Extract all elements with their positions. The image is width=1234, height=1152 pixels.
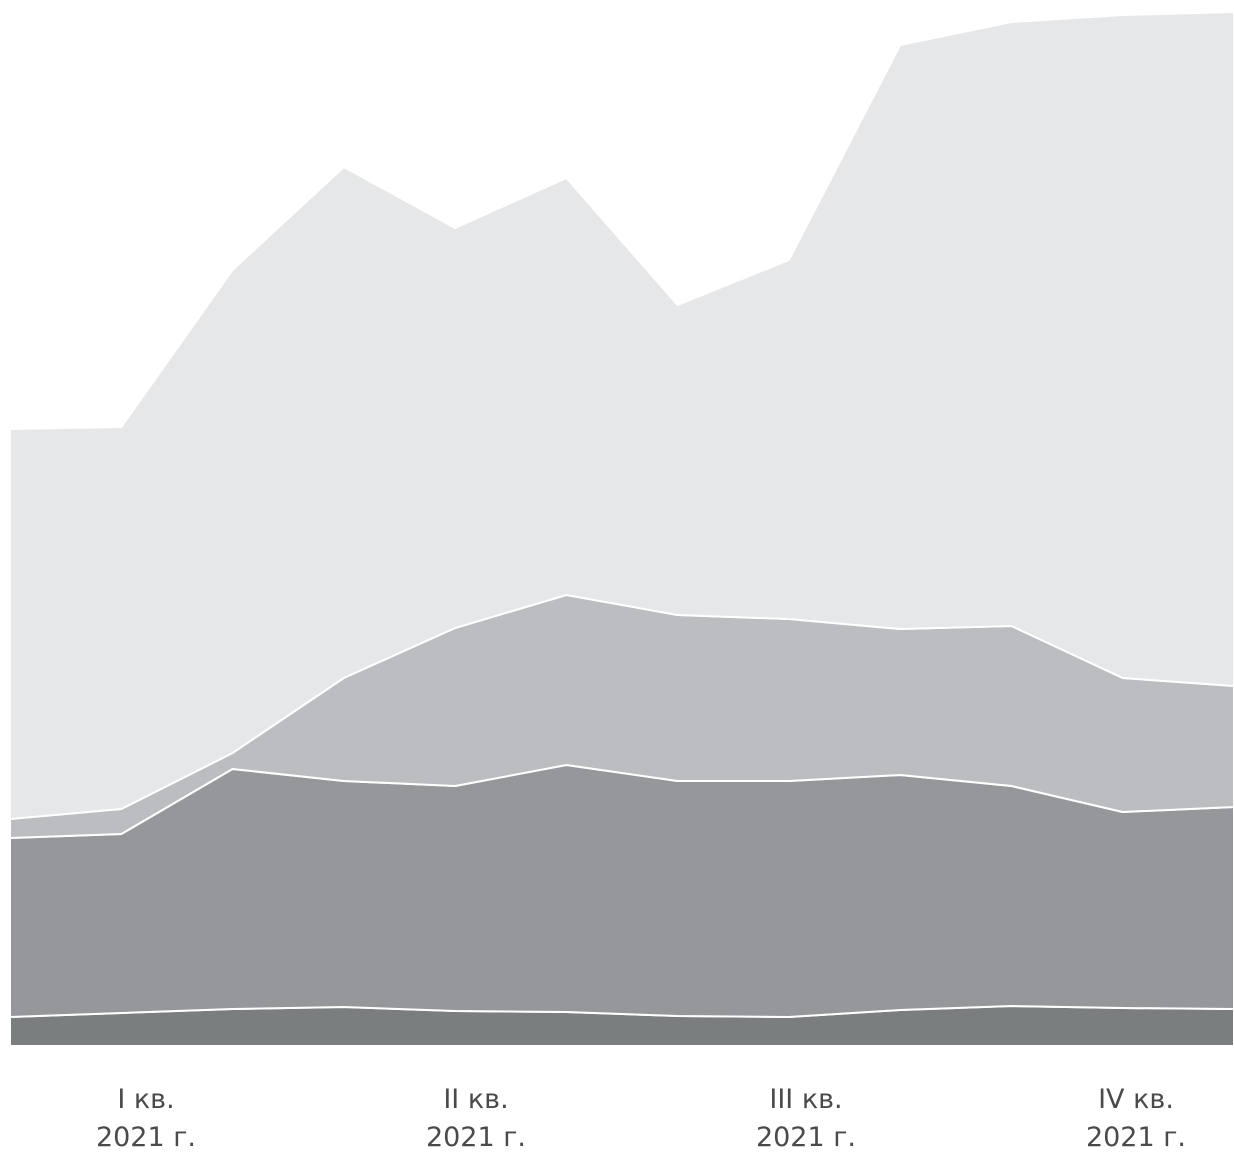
x-tick-label-line2: 2021 г. — [426, 1122, 526, 1152]
x-tick-label-4: IV кв. 2021 г. — [1086, 1084, 1186, 1152]
x-tick-label-line1: IV кв. — [1098, 1084, 1174, 1115]
area-series-group — [9, 11, 1234, 1047]
x-tick-label-line2: 2021 г. — [1086, 1122, 1186, 1152]
x-tick-label-line1: III кв. — [769, 1084, 842, 1115]
x-tick-label-line2: 2021 г. — [96, 1122, 196, 1152]
x-axis-tick-labels: I кв. 2021 г.II кв. 2021 г.III кв. 2021 г.I… — [96, 1084, 1186, 1152]
x-tick-label-3: III кв. 2021 г. — [756, 1084, 856, 1152]
area-series-4 — [9, 11, 1234, 820]
x-tick-label-line1: II кв. — [443, 1084, 508, 1115]
area-series-2 — [9, 764, 1234, 1018]
x-tick-label-1: I кв. 2021 г. — [96, 1084, 196, 1152]
x-tick-label-line2: 2021 г. — [756, 1122, 856, 1152]
x-tick-label-2: II кв. 2021 г. — [426, 1084, 526, 1152]
x-tick-label-line1: I кв. — [117, 1084, 174, 1115]
